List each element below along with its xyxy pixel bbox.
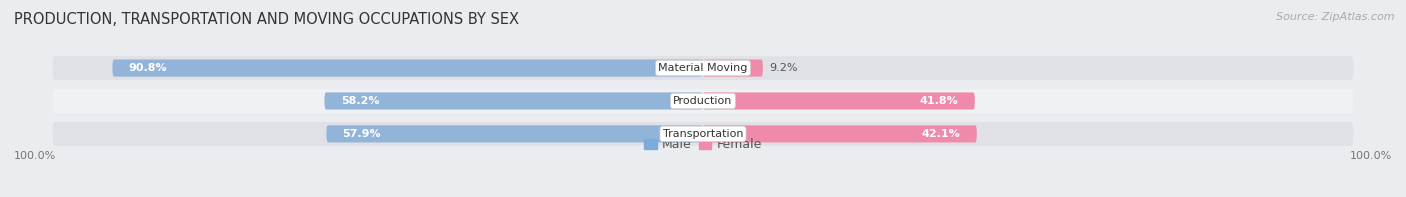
FancyBboxPatch shape xyxy=(52,122,1354,146)
Text: 58.2%: 58.2% xyxy=(340,96,380,106)
FancyBboxPatch shape xyxy=(52,56,1354,80)
FancyBboxPatch shape xyxy=(52,89,1354,113)
FancyBboxPatch shape xyxy=(112,59,703,77)
Text: 57.9%: 57.9% xyxy=(343,129,381,139)
Legend: Male, Female: Male, Female xyxy=(640,133,766,156)
Text: 42.1%: 42.1% xyxy=(922,129,960,139)
Text: Transportation: Transportation xyxy=(662,129,744,139)
FancyBboxPatch shape xyxy=(703,92,974,110)
Text: 100.0%: 100.0% xyxy=(14,151,56,161)
FancyBboxPatch shape xyxy=(326,125,703,142)
Text: PRODUCTION, TRANSPORTATION AND MOVING OCCUPATIONS BY SEX: PRODUCTION, TRANSPORTATION AND MOVING OC… xyxy=(14,12,519,27)
Text: Production: Production xyxy=(673,96,733,106)
FancyBboxPatch shape xyxy=(703,59,763,77)
Text: Material Moving: Material Moving xyxy=(658,63,748,73)
Text: 41.8%: 41.8% xyxy=(920,96,959,106)
Text: 90.8%: 90.8% xyxy=(129,63,167,73)
Text: Source: ZipAtlas.com: Source: ZipAtlas.com xyxy=(1277,12,1395,22)
Text: 100.0%: 100.0% xyxy=(1350,151,1392,161)
FancyBboxPatch shape xyxy=(325,92,703,110)
FancyBboxPatch shape xyxy=(703,125,977,142)
Text: 9.2%: 9.2% xyxy=(769,63,797,73)
